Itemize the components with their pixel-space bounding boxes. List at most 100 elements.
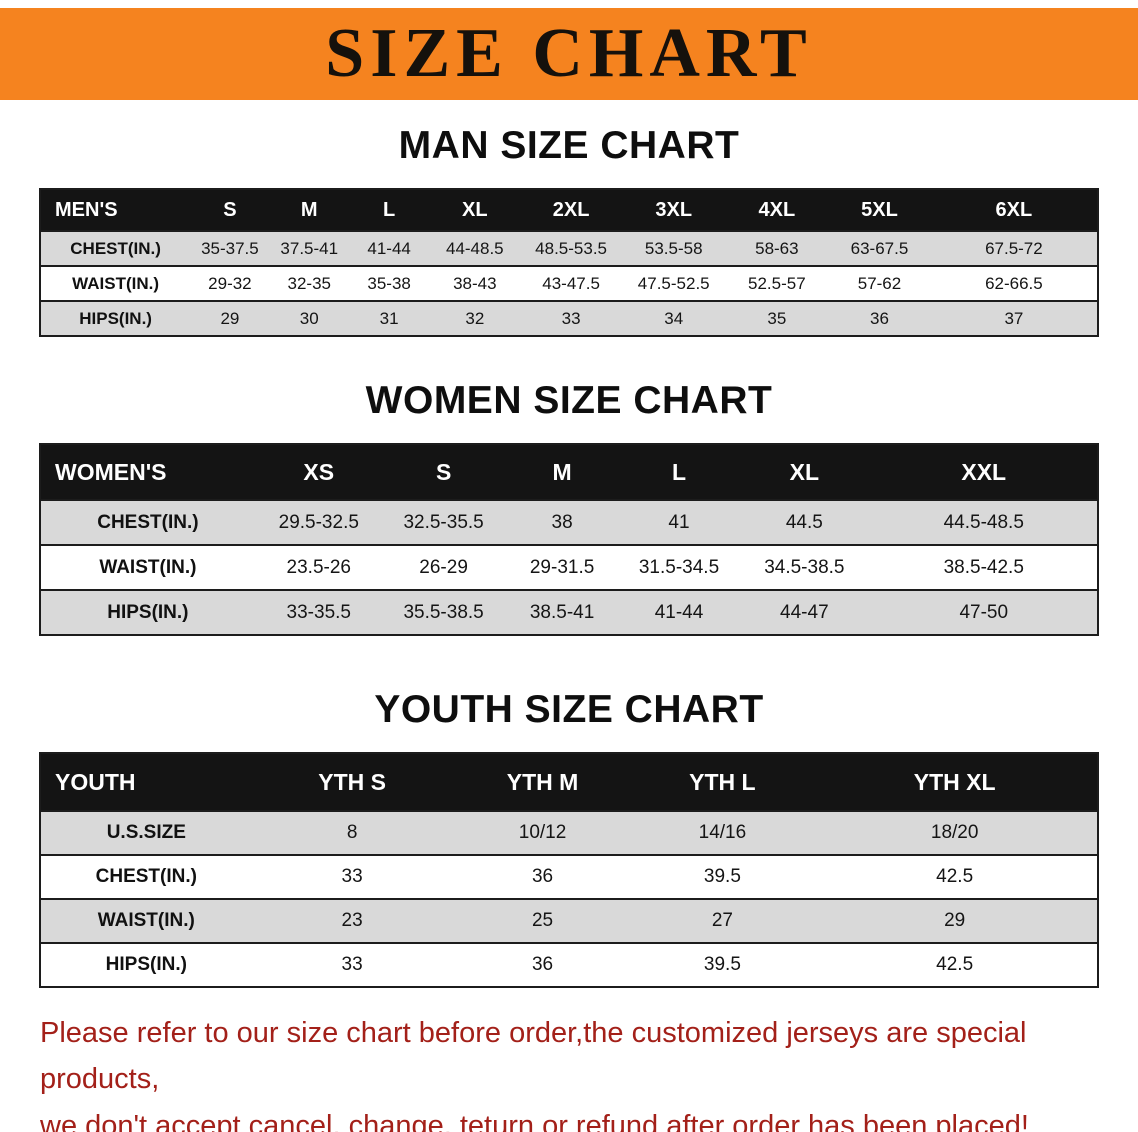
women-hips-row: HIPS(IN.) 33-35.5 35.5-38.5 38.5-41 41-4… [40, 590, 1098, 636]
size-header-cell: L [619, 444, 739, 501]
men-chest-row: CHEST(IN.) 35-37.5 37.5-41 41-44 44-48.5… [40, 231, 1098, 267]
women-header-row: WOMEN'S XS S M L XL XXL [40, 444, 1098, 501]
men-section-heading: MAN SIZE CHART [398, 124, 740, 167]
size-value-cell: 52.5-57 [725, 266, 829, 302]
size-value-cell: 33 [251, 855, 453, 900]
size-value-cell: 26-29 [382, 545, 505, 591]
size-value-cell: 47-50 [870, 590, 1098, 636]
row-label-cell: WAIST(IN.) [40, 899, 252, 944]
size-header-cell: YTH M [452, 753, 633, 812]
row-label-cell: HIPS(IN.) [40, 590, 255, 636]
size-value-cell: 44-48.5 [429, 231, 521, 267]
size-value-cell: 34.5-38.5 [738, 545, 871, 591]
size-value-cell: 41-44 [348, 231, 430, 267]
size-value-cell: 47.5-52.5 [621, 266, 726, 302]
men-hips-row: HIPS(IN.) 29 30 31 32 33 34 35 36 37 [40, 301, 1098, 337]
size-value-cell: 35.5-38.5 [382, 590, 505, 636]
size-value-cell: 39.5 [632, 855, 813, 900]
women-chest-row: CHEST(IN.) 29.5-32.5 32.5-35.5 38 41 44.… [40, 500, 1098, 546]
size-header-cell: 3XL [621, 189, 726, 232]
row-label-cell: CHEST(IN.) [40, 231, 191, 267]
size-value-cell: 36 [452, 855, 633, 900]
size-value-cell: 37.5-41 [269, 231, 349, 267]
women-waist-row: WAIST(IN.) 23.5-26 26-29 29-31.5 31.5-34… [40, 545, 1098, 591]
size-value-cell: 32-35 [269, 266, 349, 302]
size-header-cell: M [269, 189, 349, 232]
youth-hips-row: HIPS(IN.) 33 36 39.5 42.5 [40, 943, 1098, 988]
row-label-cell: HIPS(IN.) [40, 943, 252, 988]
men-size-table: MEN'S S M L XL 2XL 3XL 4XL 5XL 6XL CHEST… [39, 188, 1099, 337]
size-value-cell: 10/12 [452, 811, 633, 856]
size-header-cell: S [190, 189, 270, 232]
size-header-cell: 4XL [725, 189, 829, 232]
size-header-cell: 5XL [828, 189, 931, 232]
size-value-cell: 57-62 [828, 266, 931, 302]
size-value-cell: 23.5-26 [254, 545, 383, 591]
size-header-cell: 6XL [930, 189, 1098, 232]
size-value-cell: 38.5-42.5 [870, 545, 1098, 591]
size-value-cell: 33 [520, 301, 622, 337]
size-value-cell: 18/20 [812, 811, 1098, 856]
size-value-cell: 25 [452, 899, 633, 944]
size-value-cell: 14/16 [632, 811, 813, 856]
men-section: MAN SIZE CHART MEN'S S M L XL 2XL 3XL 4X… [0, 124, 1138, 337]
size-value-cell: 58-63 [725, 231, 829, 267]
size-value-cell: 35 [725, 301, 829, 337]
youth-chest-row: CHEST(IN.) 33 36 39.5 42.5 [40, 855, 1098, 900]
size-value-cell: 44.5-48.5 [870, 500, 1098, 546]
size-value-cell: 37 [930, 301, 1098, 337]
size-value-cell: 32 [429, 301, 521, 337]
youth-header-row: YOUTH YTH S YTH M YTH L YTH XL [40, 753, 1098, 812]
size-value-cell: 31.5-34.5 [619, 545, 739, 591]
size-value-cell: 35-37.5 [190, 231, 270, 267]
size-value-cell: 42.5 [812, 855, 1098, 900]
size-value-cell: 36 [452, 943, 633, 988]
youth-section: YOUTH SIZE CHART YOUTH YTH S YTH M YTH L… [0, 688, 1138, 988]
banner-title: SIZE CHART [325, 15, 813, 92]
size-value-cell: 44-47 [738, 590, 871, 636]
size-header-cell: S [382, 444, 505, 501]
size-value-cell: 44.5 [738, 500, 871, 546]
men-table-title: MEN'S [40, 189, 191, 232]
youth-size-table: YOUTH YTH S YTH M YTH L YTH XL U.S.SIZE … [39, 752, 1099, 988]
row-label-cell: CHEST(IN.) [40, 855, 252, 900]
size-value-cell: 39.5 [632, 943, 813, 988]
row-label-cell: CHEST(IN.) [40, 500, 255, 546]
size-header-cell: XL [429, 189, 521, 232]
size-value-cell: 23 [251, 899, 453, 944]
size-value-cell: 67.5-72 [930, 231, 1098, 267]
size-value-cell: 48.5-53.5 [520, 231, 622, 267]
row-label-cell: U.S.SIZE [40, 811, 252, 856]
youth-section-heading: YOUTH SIZE CHART [374, 688, 764, 731]
size-value-cell: 29.5-32.5 [254, 500, 383, 546]
size-value-cell: 29-32 [190, 266, 270, 302]
row-label-cell: WAIST(IN.) [40, 545, 255, 591]
size-value-cell: 29 [812, 899, 1098, 944]
size-header-cell: 2XL [520, 189, 622, 232]
size-value-cell: 8 [251, 811, 453, 856]
size-header-cell: L [348, 189, 430, 232]
row-label-cell: WAIST(IN.) [40, 266, 191, 302]
disclaimer: Please refer to our size chart before or… [40, 1010, 1098, 1132]
size-value-cell: 30 [269, 301, 349, 337]
size-value-cell: 41 [619, 500, 739, 546]
men-waist-row: WAIST(IN.) 29-32 32-35 35-38 38-43 43-47… [40, 266, 1098, 302]
youth-ussize-row: U.S.SIZE 8 10/12 14/16 18/20 [40, 811, 1098, 856]
women-section: WOMEN SIZE CHART WOMEN'S XS S M L XL XXL [0, 379, 1138, 636]
size-value-cell: 41-44 [619, 590, 739, 636]
size-header-cell: YTH L [632, 753, 813, 812]
size-value-cell: 53.5-58 [621, 231, 726, 267]
women-table-title: WOMEN'S [40, 444, 255, 501]
size-value-cell: 33-35.5 [254, 590, 383, 636]
disclaimer-line-1: Please refer to our size chart before or… [40, 1017, 1027, 1096]
size-value-cell: 42.5 [812, 943, 1098, 988]
size-value-cell: 38.5-41 [504, 590, 620, 636]
men-header-row: MEN'S S M L XL 2XL 3XL 4XL 5XL 6XL [40, 189, 1098, 232]
row-label-cell: HIPS(IN.) [40, 301, 191, 337]
size-header-cell: M [504, 444, 620, 501]
size-value-cell: 36 [828, 301, 931, 337]
youth-table-title: YOUTH [40, 753, 252, 812]
size-header-cell: XS [254, 444, 383, 501]
size-value-cell: 35-38 [348, 266, 430, 302]
